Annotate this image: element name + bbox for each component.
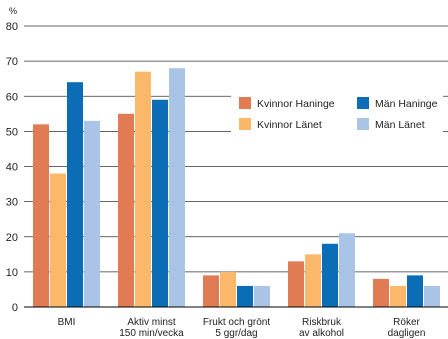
y-tick-labels: 0 10 20 30 40 50 60 70 80 [6, 21, 18, 314]
category-label: Riskbruk [302, 317, 342, 328]
category-label: BMI [58, 317, 76, 328]
bar [169, 68, 185, 308]
legend-label: Män Haninge [375, 98, 438, 110]
legend-swatch [239, 118, 251, 130]
y-tick-label: 30 [6, 197, 18, 209]
legend-swatch [239, 97, 251, 109]
bar [424, 285, 440, 307]
category-label: 150 min/vecka [119, 328, 184, 339]
y-tick-label: 60 [6, 91, 18, 103]
legend: Kvinnor Haninge Kvinnor Länet Män Haninge M… [231, 88, 443, 136]
legend-swatch [357, 118, 369, 130]
bar [203, 275, 219, 307]
y-axis-label: % [9, 6, 17, 16]
y-tick-label: 70 [6, 56, 18, 68]
legend-label: Kvinnor Haninge [257, 98, 335, 110]
bar [305, 254, 321, 307]
category-label: av alkohol [299, 328, 344, 339]
legend-background [231, 88, 443, 136]
category-label: Röker [393, 317, 420, 328]
bar [407, 275, 423, 307]
bar [118, 113, 134, 307]
bar [237, 285, 253, 307]
y-tick-label: 20 [6, 232, 18, 244]
y-tick-label: 0 [12, 302, 18, 314]
category-label: Aktiv minst [127, 317, 176, 328]
y-tick-label: 80 [6, 21, 18, 33]
bar [390, 285, 406, 307]
bar [152, 99, 168, 307]
bar [339, 233, 355, 307]
category-label: Frukt och grönt [203, 317, 270, 328]
bar [220, 271, 236, 307]
category-label: 5 ggr/dag [215, 328, 257, 339]
bar [373, 278, 389, 307]
y-tick-label: 40 [6, 162, 18, 174]
bar [254, 285, 270, 307]
legend-label: Män Länet [375, 119, 425, 131]
y-tick-label: 10 [6, 267, 18, 279]
legend-label: Kvinnor Länet [257, 119, 322, 131]
bars [33, 68, 440, 308]
y-tick-label: 50 [6, 126, 18, 138]
category-label: dagligen [388, 328, 426, 339]
bar [33, 124, 49, 307]
bar [67, 82, 83, 307]
bar [84, 120, 100, 308]
bar [322, 243, 338, 307]
bar [288, 261, 304, 307]
legend-swatch [357, 97, 369, 109]
bar [50, 173, 66, 307]
bar [135, 71, 151, 307]
